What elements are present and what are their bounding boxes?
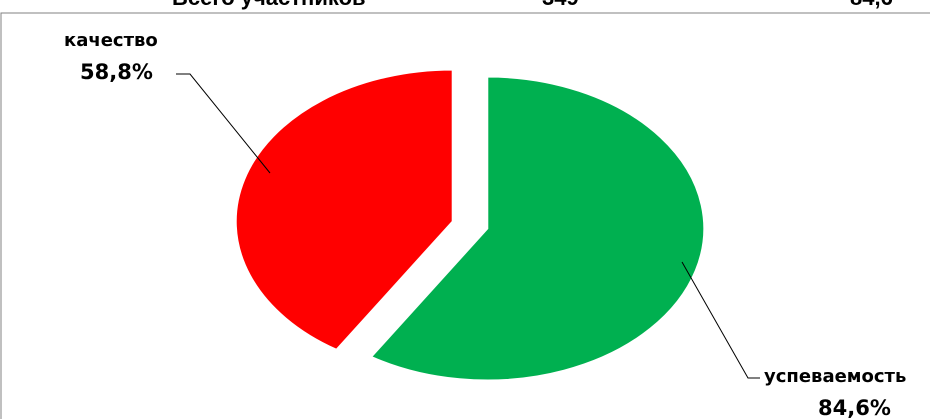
- data-labels: качество 58,8% успеваемость 84,6%: [64, 30, 906, 419]
- data-label-value-kachestvo: 58,8%: [80, 60, 153, 84]
- data-label-name-uspevaemost: успеваемость: [764, 366, 906, 387]
- data-label-value-uspevaemost: 84,6%: [818, 396, 891, 419]
- chart-area-border: [0, 12, 930, 419]
- pie-slice-uspevaemost: [369, 75, 706, 382]
- data-label-name-kachestvo: качество: [64, 30, 158, 51]
- leader-line-kachestvo: [176, 73, 271, 174]
- pie-slice-kachestvo: [234, 68, 454, 352]
- header-row-value: 84,6: [850, 0, 893, 11]
- pie-slices: [234, 68, 706, 382]
- header-row-count: 349: [542, 0, 579, 11]
- leader-lines: [176, 73, 760, 379]
- leader-line-uspevaemost: [681, 261, 760, 379]
- header-row-label: Всего участников: [172, 0, 366, 11]
